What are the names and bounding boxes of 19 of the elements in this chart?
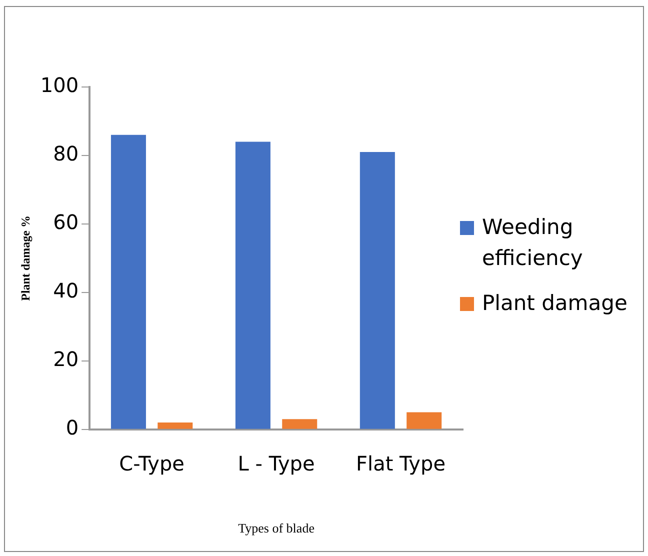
bar [235, 142, 270, 429]
x-tick-label: L - Type [238, 452, 315, 476]
legend-label: Weeding efficiency [482, 214, 584, 272]
y-tick-label: 80 [53, 142, 79, 166]
x-axis-title: Types of blade [238, 520, 315, 536]
y-tick-label: 0 [66, 416, 79, 440]
legend-label: Plant damage [482, 290, 628, 317]
x-tick-label: Flat Type [356, 452, 446, 476]
bar [360, 152, 395, 429]
bar [110, 134, 146, 429]
y-tick-label: 60 [53, 210, 79, 234]
bar [406, 412, 442, 429]
y-axis-title: Plant damage % [18, 216, 32, 301]
y-tick-label: 40 [53, 278, 79, 303]
y-tick-label: 20 [53, 347, 79, 372]
x-tick-label: C-Type [119, 452, 184, 476]
bar [282, 419, 318, 429]
y-tick-label: 100 [40, 73, 79, 98]
bar [158, 422, 193, 429]
